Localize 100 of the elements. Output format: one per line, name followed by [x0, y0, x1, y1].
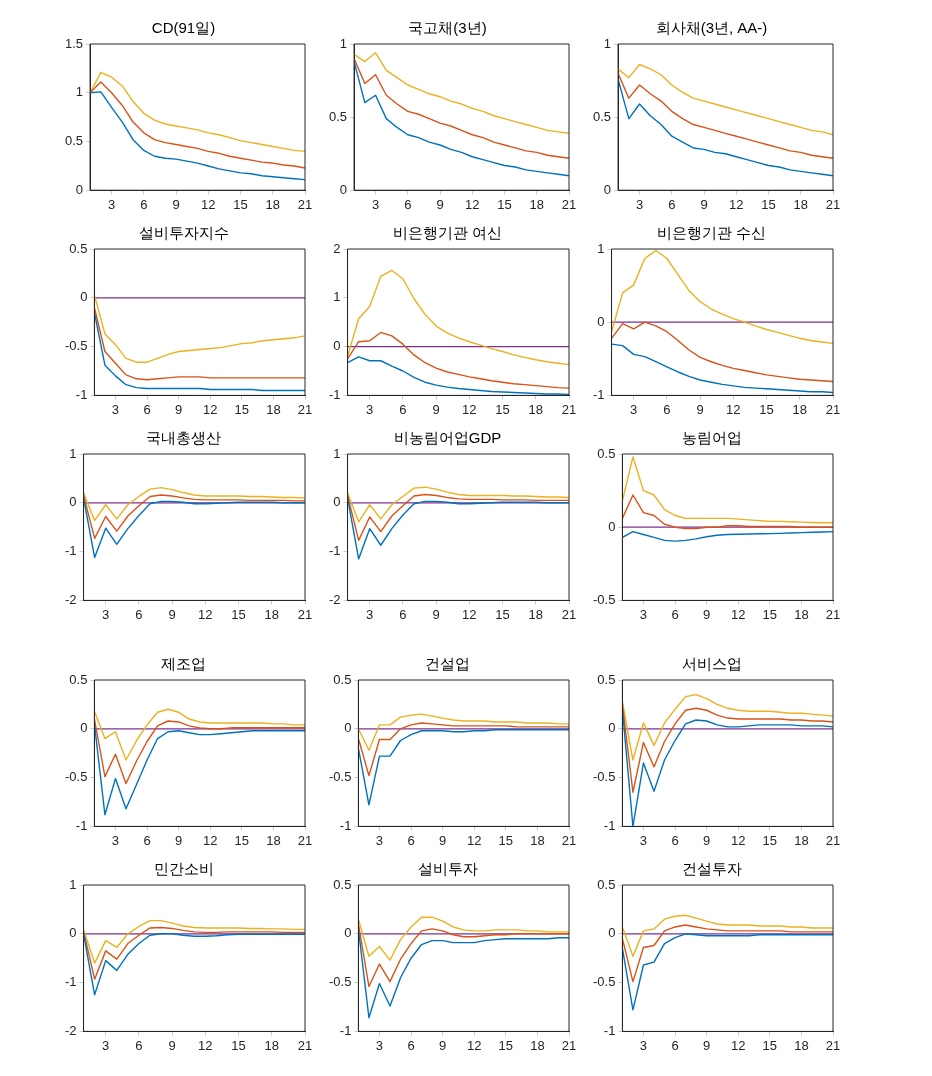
x-tick-label: 9: [168, 606, 176, 622]
y-tick-label: 1: [333, 289, 341, 305]
y-tick-label: -1: [603, 817, 616, 833]
x-tick-label: 18: [528, 401, 544, 417]
x-tick-label: 12: [467, 1037, 482, 1053]
chart-title: 민간소비: [153, 860, 214, 878]
x-tick-label: 15: [497, 196, 512, 212]
x-tick-label: 21: [825, 832, 841, 848]
y-tick-label: -2: [329, 591, 341, 607]
x-tick-label: 15: [762, 1037, 778, 1053]
x-tick-label: 15: [234, 832, 250, 848]
x-tick-label: 6: [407, 1037, 415, 1053]
y-tick-label: 0.5: [328, 108, 348, 124]
y-tick-label: -0.5: [64, 769, 88, 785]
x-tick-label: 9: [175, 832, 183, 848]
x-tick-label: 9: [432, 401, 440, 417]
y-tick-label: -1: [339, 817, 352, 833]
x-tick-label: 3: [375, 832, 384, 848]
x-tick-label: 12: [203, 401, 218, 417]
y-tick-label: 0: [80, 289, 88, 305]
x-tick-label: 15: [759, 401, 774, 417]
chart-title: 회사채(3년, AA-): [655, 19, 768, 37]
x-tick-label: 6: [407, 832, 415, 848]
x-tick-label: 18: [265, 196, 280, 212]
x-tick-label: 3: [635, 196, 644, 212]
y-tick-label: 0: [608, 720, 616, 736]
x-tick-label: 9: [439, 1037, 447, 1053]
x-tick-label: 15: [762, 832, 778, 848]
chart-title: 서비스업: [681, 655, 742, 673]
y-tick-label: 0: [80, 720, 88, 736]
x-tick-label: 3: [639, 832, 648, 848]
x-tick-label: 6: [671, 1037, 679, 1053]
y-tick-label: 1: [69, 876, 77, 892]
x-tick-label: 12: [201, 196, 216, 212]
chart-title: 건설투자: [681, 860, 742, 878]
x-tick-label: 9: [175, 401, 183, 417]
x-tick-label: 15: [498, 1037, 514, 1053]
x-tick-label: 6: [399, 606, 407, 622]
x-tick-label: 6: [404, 196, 412, 212]
y-tick-label: 0.5: [333, 876, 352, 892]
x-tick-label: 9: [439, 832, 447, 848]
y-tick-label: -1: [65, 974, 77, 990]
y-tick-label: 1: [339, 35, 348, 51]
x-tick-label: 3: [107, 196, 116, 212]
y-tick-label: -0.5: [64, 338, 88, 354]
y-tick-label: 0.5: [64, 133, 84, 149]
x-tick-label: 3: [366, 606, 374, 622]
x-tick-label: 12: [462, 401, 477, 417]
x-tick-label: 21: [297, 196, 313, 212]
y-tick-label: 1: [75, 84, 84, 100]
y-tick-label: -1: [329, 386, 341, 402]
x-tick-label: 12: [729, 196, 744, 212]
x-tick-label: 9: [436, 196, 444, 212]
y-tick-label: -0.5: [328, 974, 352, 990]
y-tick-label: 0: [608, 518, 616, 534]
x-tick-label: 15: [495, 606, 510, 622]
x-tick-label: 15: [233, 196, 248, 212]
y-tick-label: -0.5: [328, 769, 352, 785]
x-tick-label: 6: [671, 606, 679, 622]
y-tick-label: 0.5: [592, 108, 612, 124]
chart-title: 건설업: [425, 655, 470, 673]
y-tick-label: -1: [65, 543, 77, 559]
y-tick-label: 0: [603, 181, 612, 197]
x-tick-label: 21: [561, 832, 577, 848]
y-tick-label: 1.5: [64, 35, 84, 51]
x-tick-label: 12: [462, 606, 477, 622]
x-tick-label: 21: [825, 401, 841, 417]
y-tick-label: 0.5: [69, 671, 88, 687]
x-tick-label: 21: [561, 606, 577, 622]
y-tick-label: 1: [603, 35, 612, 51]
chart-title: 비은행기관 여신: [392, 224, 503, 242]
x-tick-label: 3: [102, 606, 110, 622]
x-tick-label: 12: [467, 832, 482, 848]
x-tick-label: 9: [700, 196, 708, 212]
y-tick-label: 0: [69, 925, 77, 941]
x-tick-label: 12: [731, 606, 746, 622]
y-tick-label: -1: [603, 1022, 616, 1038]
x-tick-label: 18: [264, 1037, 280, 1053]
x-tick-label: 18: [528, 606, 544, 622]
x-tick-label: 18: [793, 196, 808, 212]
x-tick-label: 15: [231, 606, 246, 622]
x-tick-label: 21: [825, 606, 841, 622]
y-tick-label: 0: [333, 494, 341, 510]
y-tick-label: -1: [75, 386, 88, 402]
x-tick-label: 12: [731, 1037, 746, 1053]
x-tick-label: 9: [703, 832, 711, 848]
x-tick-label: 6: [135, 606, 143, 622]
y-tick-label: -1: [339, 1022, 352, 1038]
y-tick-label: 0.5: [69, 240, 88, 256]
y-tick-label: -0.5: [592, 769, 616, 785]
chart-title: 국고채(3년): [408, 19, 487, 37]
x-tick-label: 21: [297, 606, 313, 622]
chart-title: 농림어업: [681, 429, 742, 447]
x-tick-label: 9: [432, 606, 440, 622]
x-tick-label: 6: [668, 196, 676, 212]
x-tick-label: 18: [530, 1037, 545, 1053]
x-tick-label: 3: [111, 401, 120, 417]
y-tick-label: 0: [344, 720, 352, 736]
x-tick-label: 3: [375, 1037, 384, 1053]
y-tick-label: 1: [333, 445, 341, 461]
